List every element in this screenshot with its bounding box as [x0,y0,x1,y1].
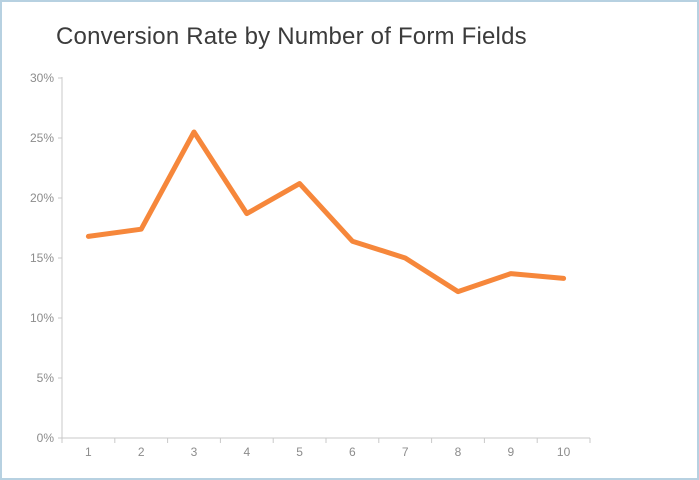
x-tick-label: 3 [191,445,198,459]
y-tick-label: 30% [30,71,54,85]
x-tick-label: 5 [296,445,303,459]
x-tick-label: 4 [243,445,250,459]
x-tick-label: 6 [349,445,356,459]
x-tick-label: 2 [138,445,145,459]
x-tick-label: 7 [402,445,409,459]
conversion-rate-line [85,129,567,295]
y-tick-label: 0% [37,431,55,445]
y-tick-label: 20% [30,191,54,205]
x-tick-label: 10 [557,445,571,459]
x-tick-label: 8 [455,445,462,459]
x-tick-label: 1 [85,445,92,459]
chart-title: Conversion Rate by Number of Form Fields [56,23,527,50]
y-tick-label: 25% [30,131,54,145]
x-tick-label: 9 [507,445,514,459]
y-tick-label: 15% [30,251,54,265]
y-tick-label: 5% [37,371,55,385]
y-tick-label: 10% [30,311,54,325]
